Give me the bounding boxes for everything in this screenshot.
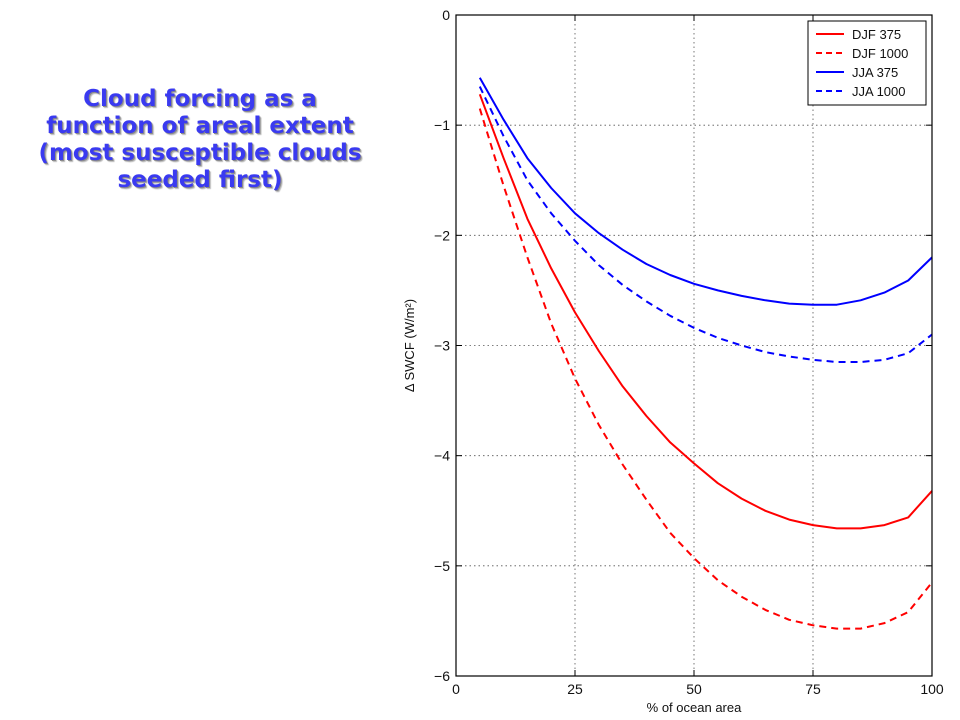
title-line: seeded first) [117,167,283,193]
y-tick-label: −3 [434,338,450,354]
series-line-djf-1000 [478,108,933,630]
x-axis-label: % of ocean area [647,700,742,715]
x-tick-label: 25 [567,681,583,697]
series-line-djf-375 [478,93,933,530]
legend: DJF 375 DJF 1000 JJA 375 JJA 1000 [807,20,927,106]
y-tick-label: −1 [434,117,450,133]
legend-entry: JJA 1000 [852,84,906,99]
legend-entry: DJF 375 [852,27,901,42]
y-tick-label: 0 [442,7,450,23]
series-layer [478,77,933,630]
title-line: Cloud forcing as a [83,86,317,112]
x-tick-label: 100 [920,681,944,697]
y-tick-label: −6 [434,668,450,684]
legend-entry: JJA 375 [852,65,898,80]
x-tick-label: 0 [452,681,460,697]
y-tick-label: −4 [434,448,450,464]
x-tick-label: 75 [805,681,821,697]
title-line: (most susceptible clouds [38,140,362,166]
y-axis-label: Δ SWCF (W/m²) [402,299,417,392]
series-line-jja-375 [478,77,933,306]
tick-layer: 0 25 50 75 100 0 −1 −2 −3 −4 −5 −6 [434,7,944,697]
series-line-jja-1000 [478,86,933,363]
slide-title: Cloud forcing as a function of areal ext… [10,86,390,194]
grid-layer [456,15,932,676]
y-tick-label: −2 [434,227,450,243]
legend-entry: DJF 1000 [852,46,908,61]
x-tick-label: 50 [686,681,702,697]
title-line: function of areal extent [46,113,354,139]
y-tick-label: −5 [434,558,450,574]
